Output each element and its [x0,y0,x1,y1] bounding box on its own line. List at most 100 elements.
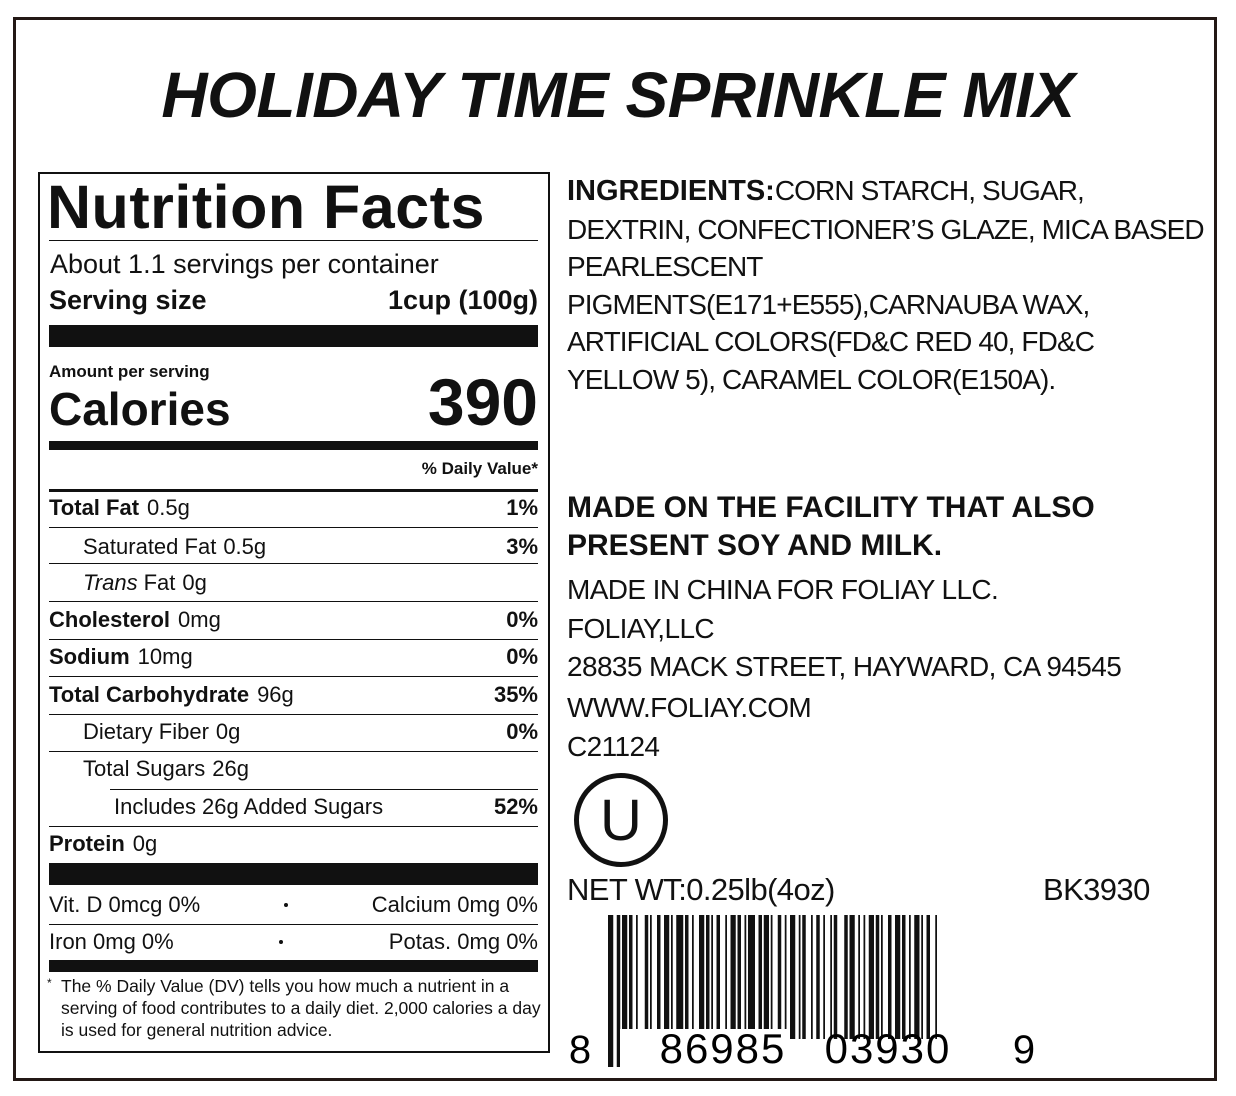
thick-bar [49,863,538,885]
barcode-bar [758,915,762,1039]
barcode-bar [730,915,736,1039]
calories-label: Calories [49,383,231,435]
barcode-digit: 8 [569,1028,591,1072]
barcode-bar [725,915,727,1039]
info-line: WWW.FOLIAY.COM [567,692,812,723]
barcode-bar [784,915,787,1039]
nutrient-name: Total Carbohydrate [49,682,250,707]
nutrient-amount: 26g [212,756,250,781]
barcode-bar [644,915,649,1039]
footnote-star: * [47,976,52,990]
barcode-bar [909,915,911,1039]
barcode-digit: 9 [1013,1028,1035,1072]
info-line: MADE IN CHINA FOR FOLIAY LLC. [567,574,999,605]
separator-dot [283,903,288,907]
info-line: FOLIAY,LLC [567,613,715,644]
bar [49,960,538,972]
barcode-bar [699,915,705,1039]
barcode-bar [790,915,796,1039]
rule [49,601,538,602]
info-line: C21124 [567,731,660,762]
barcode-bar [770,915,773,1067]
barcode-bar [921,915,923,1039]
nutrient-name: Total Sugars [83,756,206,781]
nutrition-heading: Nutrition Facts [47,173,485,241]
nutrient-name: Saturated Fat [83,534,217,559]
barcode-bar [777,915,782,1067]
vitamin: Potas. 0mg 0% [388,929,538,954]
nutrient-dv: 0% [506,644,538,669]
nutrient-amount: 0g [215,719,241,744]
nutrient-name-italic: Trans [83,570,138,595]
rule [49,527,538,528]
barcode-bar [926,915,930,1039]
barcode-bar [849,915,855,1039]
barcode-digit: 03930 [825,1025,952,1072]
nutrient-amount: 10mg [137,644,193,669]
serving-size-row: Serving size 1cup (100g) [49,285,538,315]
barcode-bar [868,915,874,1039]
nutrient-name: Includes 26g Added Sugars [114,794,384,819]
amount-per-serving: Amount per serving [49,362,210,381]
servings: About 1.1 servings per container [50,249,439,279]
rule [49,751,538,752]
barcode-bar [737,915,741,1039]
barcode-bar [650,915,652,1039]
barcode-bar [636,915,638,1039]
barcode-bar [895,915,901,1039]
kosher-symbol: U [574,773,668,867]
rule [110,789,538,790]
rule [49,714,538,715]
nutrient-name: Total Fat [49,495,140,520]
barcode-bar [616,915,621,1067]
thick-bar [49,325,538,347]
rule [49,826,538,827]
barcode-bar [711,915,713,1039]
barcode-bar [671,915,673,1039]
nutrient-row: Saturated Fat 0.5g 3% [49,532,538,562]
barcode-bar [676,915,684,1039]
nutrient-row: Sodium 10mg 0% [49,642,538,672]
allergen: MADE ON THE FACILITY THAT ALSO PRESENT S… [567,491,1095,562]
barcode-digit: 86985 [660,1025,787,1072]
separator-dot [279,940,284,944]
barcode-bar [664,915,670,1039]
nutrient-dv: 0% [506,719,538,744]
nutrient-amount: 0g [132,831,158,856]
barcode-bar [744,915,747,1039]
barcode-bar [881,915,883,1039]
barcode-bar [657,915,661,1039]
nutrient-name: Protein [49,831,125,856]
medium-bar [49,441,538,450]
barcode-bar [716,915,720,1039]
rule [49,639,538,640]
digit-gap [620,1029,790,1071]
dv-header: % Daily Value* [421,459,538,478]
barcode-bar [830,915,832,1039]
barcode-bar [914,915,920,1039]
barcode-bar [902,915,906,1039]
rule [49,240,538,241]
barcode-bar [844,915,848,1039]
nutrition-panel [38,172,550,1053]
nutrient-row: Total Fat 0.5g 1% [49,493,538,523]
nutrient-amount: 0.5g [223,534,267,559]
nutrient-name: Cholesterol [49,607,171,632]
vitamin: Iron 0mg 0% [49,929,174,954]
calories: 390 [427,365,538,439]
nutrient-row: Cholesterol 0mg 0% [49,605,538,635]
nutrient-row: Total Sugars 26g [49,754,538,784]
barcode-bar [622,915,628,1039]
nutrient-row: Protein 0g [49,829,538,859]
nutrient-amount: 0mg [178,607,221,632]
serving-size-label: Serving size [49,284,207,315]
rule [49,563,538,564]
barcode-bar [763,915,769,1039]
barcode-bar [798,915,801,1039]
nutrient-amount: 0.5g [147,495,190,520]
rule [49,489,538,492]
barcode-bar [685,915,689,1039]
barcode-bar [816,915,820,1039]
vitamin: Calcium 0mg 0% [371,892,538,917]
